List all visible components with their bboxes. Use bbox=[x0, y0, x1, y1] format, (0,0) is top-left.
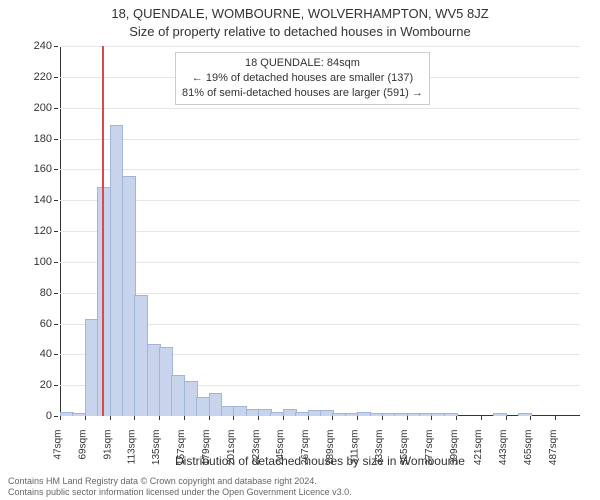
x-tick-mark bbox=[134, 416, 135, 420]
y-tick-label: 100 bbox=[34, 256, 52, 268]
y-tick-mark bbox=[54, 139, 58, 140]
y-tick-mark bbox=[54, 231, 58, 232]
x-tick-mark bbox=[431, 416, 432, 420]
x-tick-mark bbox=[456, 416, 457, 420]
y-tick-mark bbox=[54, 169, 58, 170]
reference-marker-line bbox=[102, 46, 104, 416]
gridline bbox=[60, 293, 580, 294]
gridline bbox=[60, 108, 580, 109]
x-tick-mark bbox=[60, 416, 61, 420]
footer-line-1: Contains HM Land Registry data © Crown c… bbox=[8, 476, 352, 487]
y-axis: 020406080100120140160180200220240 bbox=[0, 46, 60, 416]
gridline bbox=[60, 46, 580, 47]
x-tick-mark bbox=[184, 416, 185, 420]
y-tick-label: 220 bbox=[34, 71, 52, 83]
y-tick-mark bbox=[54, 77, 58, 78]
y-tick-label: 180 bbox=[34, 133, 52, 145]
annotation-box: 18 QUENDALE: 84sqm← 19% of detached hous… bbox=[175, 52, 430, 105]
chart-title-address: 18, QUENDALE, WOMBOURNE, WOLVERHAMPTON, … bbox=[0, 6, 600, 21]
y-tick-label: 200 bbox=[34, 102, 52, 114]
y-tick-label: 0 bbox=[46, 410, 52, 422]
y-tick-mark bbox=[54, 108, 58, 109]
y-tick-label: 120 bbox=[34, 225, 52, 237]
x-tick-mark bbox=[258, 416, 259, 420]
y-tick-mark bbox=[54, 416, 58, 417]
x-tick-mark bbox=[382, 416, 383, 420]
chart-container: 18, QUENDALE, WOMBOURNE, WOLVERHAMPTON, … bbox=[0, 0, 600, 500]
y-tick-mark bbox=[54, 262, 58, 263]
x-tick-mark bbox=[407, 416, 408, 420]
x-tick-mark bbox=[233, 416, 234, 420]
y-tick-label: 240 bbox=[34, 40, 52, 52]
footer-attribution: Contains HM Land Registry data © Crown c… bbox=[8, 476, 352, 498]
gridline bbox=[60, 231, 580, 232]
y-tick-label: 20 bbox=[40, 379, 52, 391]
gridline bbox=[60, 169, 580, 170]
x-tick-mark bbox=[283, 416, 284, 420]
x-tick-mark bbox=[308, 416, 309, 420]
x-tick-mark bbox=[506, 416, 507, 420]
x-tick-mark bbox=[357, 416, 358, 420]
y-tick-label: 60 bbox=[40, 318, 52, 330]
y-tick-mark bbox=[54, 46, 58, 47]
x-tick-mark bbox=[85, 416, 86, 420]
y-tick-mark bbox=[54, 385, 58, 386]
annotation-line-1: 18 QUENDALE: 84sqm bbox=[182, 56, 423, 71]
annotation-line-3: 81% of semi-detached houses are larger (… bbox=[182, 86, 423, 101]
y-tick-mark bbox=[54, 200, 58, 201]
y-tick-label: 40 bbox=[40, 348, 52, 360]
x-tick-mark bbox=[481, 416, 482, 420]
y-tick-mark bbox=[54, 354, 58, 355]
x-tick-mark bbox=[332, 416, 333, 420]
x-axis-label: Distribution of detached houses by size … bbox=[60, 454, 580, 468]
y-tick-label: 160 bbox=[34, 163, 52, 175]
y-tick-label: 80 bbox=[40, 287, 52, 299]
x-tick-mark bbox=[110, 416, 111, 420]
gridline bbox=[60, 139, 580, 140]
gridline bbox=[60, 262, 580, 263]
x-tick-mark bbox=[555, 416, 556, 420]
x-tick-mark bbox=[530, 416, 531, 420]
y-tick-mark bbox=[54, 324, 58, 325]
plot-area: 18 QUENDALE: 84sqm← 19% of detached hous… bbox=[60, 46, 580, 416]
y-tick-mark bbox=[54, 293, 58, 294]
annotation-line-2: ← 19% of detached houses are smaller (13… bbox=[182, 71, 423, 86]
x-tick-mark bbox=[209, 416, 210, 420]
gridline bbox=[60, 200, 580, 201]
footer-line-2: Contains public sector information licen… bbox=[8, 487, 352, 498]
chart-subtitle: Size of property relative to detached ho… bbox=[0, 24, 600, 39]
x-tick-mark bbox=[159, 416, 160, 420]
y-tick-label: 140 bbox=[34, 194, 52, 206]
